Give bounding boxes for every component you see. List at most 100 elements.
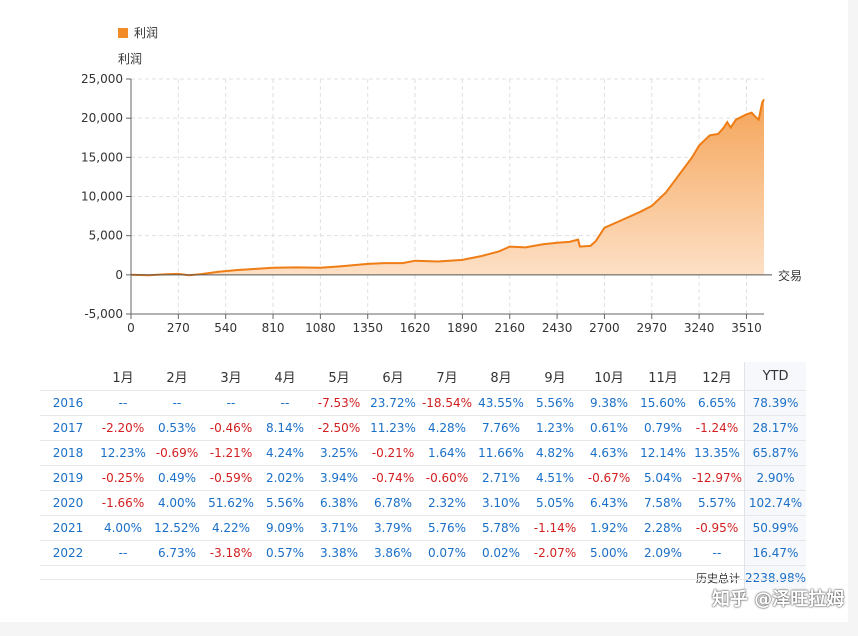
x-tick-label: 2700 [589, 321, 620, 335]
year-cell: 2022 [40, 540, 96, 566]
return-cell: 0.53% [150, 415, 204, 441]
total-value: 2238.98% [744, 565, 807, 590]
return-cell: 5.78% [474, 515, 528, 541]
return-cell: 5.56% [528, 390, 582, 416]
return-cell: 11.23% [366, 415, 420, 441]
return-cell: 3.94% [312, 465, 366, 491]
header-month: 2月 [166, 370, 188, 386]
x-tick-label: 0 [127, 321, 135, 335]
return-cell: -0.69% [150, 440, 204, 466]
profit-chart: -5,000 0 5,000 10,000 15,000 20,000 25,000 0 270… [81, 72, 772, 335]
return-cell: 7.58% [636, 490, 690, 516]
return-cell: 4.24% [258, 440, 312, 466]
return-cell: 0.57% [258, 540, 312, 566]
return-cell: -18.54% [420, 390, 474, 416]
year-cell: 2018 [40, 440, 96, 466]
return-cell: 4.00% [96, 515, 150, 541]
return-cell: 0.49% [150, 465, 204, 491]
return-cell: 12.52% [150, 515, 204, 541]
year-cell: 2021 [40, 515, 96, 541]
y-tick-label: 10,000 [81, 190, 123, 204]
return-cell: 8.14% [258, 415, 312, 441]
header-month: 12月 [702, 370, 732, 386]
return-cell: 4.00% [150, 490, 204, 516]
return-cell: 2.32% [420, 490, 474, 516]
x-tick-label: 1620 [400, 321, 431, 335]
legend-swatch-icon [118, 27, 128, 38]
return-cell: -0.95% [690, 515, 745, 541]
table-header-row: 1月 2月 3月 4月 5月 6月 7月 8月 9月 10月 11月 12月 YTD [40, 362, 807, 391]
total-row: 历史总计 2238.98% [40, 565, 807, 590]
total-divider [40, 579, 802, 580]
header-month: 6月 [382, 370, 404, 386]
y-tick-label: 15,000 [81, 150, 123, 164]
legend[interactable]: 利润 [118, 24, 158, 41]
monthly-returns-table: 1月 2月 3月 4月 5月 6月 7月 8月 9月 10月 11月 12月 YTD 2016 -- -- -… [40, 362, 807, 590]
return-cell: -0.21% [366, 440, 420, 466]
return-cell: -2.07% [528, 540, 582, 566]
return-cell: 51.62% [204, 490, 258, 516]
return-cell: -- [204, 390, 258, 416]
return-cell: 3.71% [312, 515, 366, 541]
ytd-cell: 28.17% [744, 415, 807, 441]
return-cell: -- [96, 390, 150, 416]
return-cell: -3.18% [204, 540, 258, 566]
year-cell: 2017 [40, 415, 96, 441]
header-month: 7月 [436, 370, 458, 386]
y-tick-label: 0 [115, 268, 123, 282]
header-year [40, 362, 96, 391]
axes: -5,000 0 5,000 10,000 15,000 20,000 25,000 0 270… [81, 72, 772, 335]
x-tick-label: 1890 [447, 321, 478, 335]
x-tick-label: 270 [167, 321, 190, 335]
table-row: 2017 -2.20% 0.53% -0.46% 8.14% -2.50% 11.23% 4.… [40, 415, 807, 441]
header-month: 10月 [594, 370, 624, 386]
return-cell: 4.51% [528, 465, 582, 491]
return-cell: -- [96, 540, 150, 566]
return-cell: -0.25% [96, 465, 150, 491]
x-tick-label: 1080 [305, 321, 336, 335]
x-tick-label: 1350 [352, 321, 383, 335]
return-cell: 5.00% [582, 540, 636, 566]
return-cell: 6.43% [582, 490, 636, 516]
return-cell: -0.74% [366, 465, 420, 491]
return-cell: 2.28% [636, 515, 690, 541]
table-row: 2018 12.23% -0.69% -1.21% 4.24% 3.25% -0.21% 1.… [40, 440, 807, 466]
y-tick-label: 5,000 [89, 229, 123, 243]
ytd-cell: 2.90% [744, 465, 807, 491]
ytd-cell: 16.47% [744, 540, 807, 566]
year-cell: 2020 [40, 490, 96, 516]
header-month: 11月 [648, 370, 678, 386]
table-row: 2016 -- -- -- -- -7.53% 23.72% -18.54% 43.55% 5.5… [40, 390, 807, 416]
return-cell: 2.71% [474, 465, 528, 491]
return-cell: 13.35% [690, 440, 745, 466]
return-cell: -1.21% [204, 440, 258, 466]
return-cell: 9.09% [258, 515, 312, 541]
ytd-cell: 65.87% [744, 440, 807, 466]
return-cell: -1.24% [690, 415, 745, 441]
return-cell: 12.14% [636, 440, 690, 466]
y-tick-label: -5,000 [84, 307, 123, 321]
return-cell: 15.60% [636, 390, 690, 416]
return-cell: 1.23% [528, 415, 582, 441]
y-axis-label: 利润 [118, 52, 143, 66]
y-tick-label: 25,000 [81, 72, 123, 86]
return-cell: 7.76% [474, 415, 528, 441]
table-row: 2020 -1.66% 4.00% 51.62% 5.56% 6.38% 6.78% 2.32… [40, 490, 807, 516]
return-cell: 4.63% [582, 440, 636, 466]
ytd-cell: 50.99% [744, 515, 807, 541]
year-cell: 2019 [40, 465, 96, 491]
x-tick-label: 3510 [731, 321, 762, 335]
return-cell: 9.38% [582, 390, 636, 416]
return-cell: -2.50% [312, 415, 366, 441]
return-cell: 0.07% [420, 540, 474, 566]
x-tick-label: 810 [262, 321, 285, 335]
return-cell: 0.02% [474, 540, 528, 566]
return-cell: 0.79% [636, 415, 690, 441]
return-cell: -12.97% [690, 465, 745, 491]
return-cell: 0.61% [582, 415, 636, 441]
return-cell: -- [258, 390, 312, 416]
return-cell: 1.64% [420, 440, 474, 466]
return-cell: 6.38% [312, 490, 366, 516]
x-tick-label: 2430 [542, 321, 573, 335]
area-series [130, 98, 765, 277]
